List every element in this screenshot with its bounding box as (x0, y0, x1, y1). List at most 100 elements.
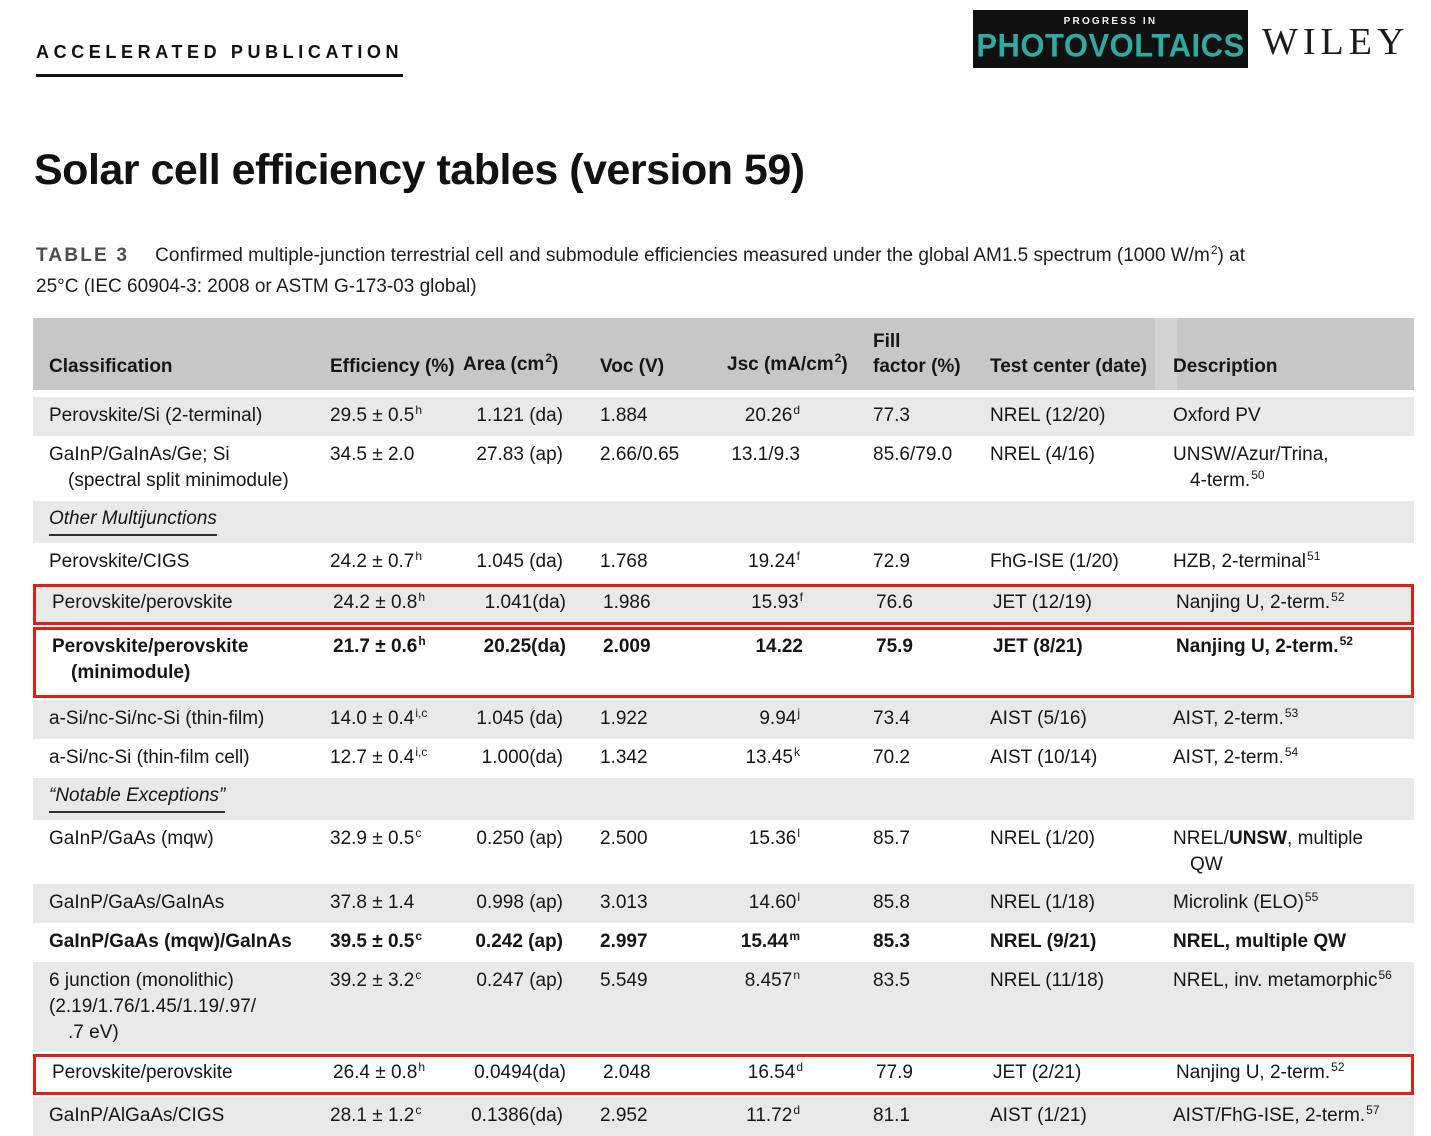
cell-description: Nanjing U, 2-term.52 (1176, 590, 1411, 617)
superscript-note: 50 (1251, 468, 1265, 482)
classification-line: Perovskite/CIGS (49, 551, 190, 572)
superscript-note: d (793, 403, 800, 417)
cell-fill-factor: 83.5 (873, 970, 910, 991)
cell-description: Nanjing U, 2-term.52 (1176, 1060, 1411, 1087)
classification-line: 6 junction (monolithic) (49, 970, 234, 991)
superscript-note: k (794, 745, 800, 759)
text-segment: 8.457 (744, 970, 793, 991)
cell-test-center: AIST (1/21) (990, 1105, 1087, 1126)
cell-description: NREL, inv. metamorphic56 (1173, 968, 1414, 995)
superscript-note: 2 (545, 351, 553, 365)
text-segment: Voc (V) (600, 356, 665, 377)
cell-jsc: 15.93f (730, 590, 876, 617)
text-segment: ) (552, 354, 559, 375)
cell-classification: a-Si/nc-Si (thin-film cell) (33, 745, 330, 771)
description-line: NREL/UNSW, multiple (1173, 826, 1414, 852)
classification-line: Perovskite/Si (2-terminal) (49, 405, 263, 426)
cell-efficiency: 32.9 ± 0.5c (330, 826, 463, 853)
classification-line: GaInP/AlGaAs/CIGS (49, 1105, 225, 1126)
table-row: a-Si/nc-Si/nc-Si (thin-film) 14.0 ± 0.4i,… (33, 700, 1414, 739)
superscript-note: 52 (1339, 634, 1353, 648)
text-segment: 24.2 ± 0.8 (333, 592, 418, 613)
text-segment: 29.5 ± 0.5 (330, 405, 415, 426)
text-segment: 32.9 ± 0.5 (330, 828, 415, 849)
superscript-note: 51 (1307, 549, 1321, 563)
cell-test-center: FhG-ISE (1/20) (990, 551, 1119, 572)
text-segment: QW (1190, 854, 1223, 875)
column-header-classification: Classification (33, 354, 330, 379)
cell-description: UNSW/Azur/Trina, 4-term.50 (1173, 442, 1414, 495)
classification-line: GaInP/GaInAs/Ge; Si (49, 444, 230, 465)
cell-fill-factor: 77.9 (876, 1062, 913, 1083)
cell-voc: 2.66/0.65 (600, 444, 680, 465)
superscript-note: c (415, 826, 422, 840)
description-line: Nanjing U, 2-term.52 (1176, 634, 1411, 661)
classification-line: Perovskite/perovskite (52, 592, 233, 613)
cell-classification: GaInP/GaInAs/Ge; Si (spectral split minim… (33, 442, 330, 494)
superscript-note: h (418, 1060, 426, 1074)
classification-line: (2.19/1.76/1.45/1.19/.97/ (49, 996, 257, 1017)
cell-fill-factor: 81.1 (873, 1105, 910, 1126)
cell-test-center: NREL (1/20) (990, 828, 1095, 849)
superscript-note: h (418, 590, 426, 604)
superscript-note: c (415, 968, 422, 982)
cell-jsc: 20.26d (727, 403, 873, 430)
cell-jsc: 13.1/9.3 (727, 442, 873, 468)
cell-area: 0.250 (ap) (476, 828, 563, 849)
text-segment: Confirmed multiple-junction terrestrial … (155, 245, 1210, 266)
column-header-ff: Fill factor (%) (873, 329, 990, 379)
cell-jsc: 11.72d (727, 1103, 873, 1130)
cell-fill-factor: 85.8 (873, 892, 910, 913)
cell-test-center: NREL (4/16) (990, 444, 1095, 465)
description-line: AIST/FhG-ISE, 2-term.57 (1173, 1103, 1414, 1130)
description-line: 4-term.50 (1173, 468, 1414, 495)
text-segment: 13.1/9.3 (731, 444, 800, 465)
cell-test-center: NREL (11/18) (990, 970, 1105, 991)
cell-efficiency: 37.8 ± 1.4 (330, 890, 463, 916)
cell-test-center: NREL (9/21) (990, 931, 1097, 952)
cell-area: 0.0494(da) (474, 1062, 566, 1083)
text-segment: 9.94 (759, 708, 797, 729)
text-segment: UNSW/Azur/Trina, (1173, 444, 1329, 465)
text-segment: 11.72 (746, 1105, 793, 1126)
text-segment: 16.54 (747, 1062, 796, 1083)
text-segment: Efficiency (%) (330, 356, 455, 377)
text-segment: Nanjing U, 2-term. (1176, 636, 1339, 657)
cell-voc: 3.013 (600, 892, 648, 913)
table-row: a-Si/nc-Si (thin-film cell) 12.7 ± 0.4i,c… (33, 739, 1414, 778)
text-segment: 15.44 (740, 931, 789, 952)
cell-test-center: AIST (10/14) (990, 747, 1098, 768)
cell-voc: 1.922 (600, 708, 648, 729)
description-line: Microlink (ELO)55 (1173, 890, 1414, 917)
text-segment: factor (%) (873, 356, 961, 377)
section-row: Other Multijunctions (33, 501, 1414, 543)
superscript-note: h (418, 634, 426, 648)
classification-line: a-Si/nc-Si (thin-film cell) (49, 747, 250, 768)
cell-description: Microlink (ELO)55 (1173, 890, 1414, 917)
superscript-note: 56 (1378, 968, 1392, 982)
cell-efficiency: 34.5 ± 2.0 (330, 442, 463, 468)
table-label: TABLE 3 (36, 245, 130, 266)
text-segment: 15.36 (748, 828, 797, 849)
superscript-note: 2 (1210, 243, 1218, 257)
text-segment: 14.0 ± 0.4 (330, 708, 415, 729)
classification-line: GaInP/GaAs (mqw) (49, 828, 214, 849)
table-row: Perovskite/Si (2-terminal) 29.5 ± 0.5h 1.1… (33, 397, 1414, 436)
superscript-note: 53 (1284, 706, 1299, 720)
description-line: NREL, inv. metamorphic56 (1173, 968, 1414, 995)
classification-line: (spectral split minimodule) (68, 470, 289, 491)
superscript-note: 52 (1331, 1060, 1345, 1074)
wiley-logo: WILEY (1262, 21, 1410, 63)
text-segment: 34.5 ± 2.0 (330, 444, 415, 465)
superscript-note: m (789, 929, 800, 943)
table-row: GaInP/GaAs (mqw) 32.9 ± 0.5c 0.250 (ap) 2.5… (33, 820, 1414, 884)
table-row: GaInP/GaAs/GaInAs 37.8 ± 1.4 0.998 (ap) 3.0… (33, 884, 1414, 923)
classification-line: Perovskite/perovskite (52, 636, 249, 657)
text-segment: 39.2 ± 3.2 (330, 970, 415, 991)
text-segment: HZB, 2-terminal (1173, 551, 1307, 572)
table-row: GaInP/GaAs (mqw)/GaInAs 39.5 ± 0.5c 0.242 … (33, 923, 1414, 962)
cell-voc: 1.884 (600, 405, 648, 426)
text-segment: ) at (1217, 245, 1245, 266)
text-segment: 26.4 ± 0.8 (333, 1062, 418, 1083)
cell-description: Nanjing U, 2-term.52 (1176, 634, 1411, 661)
